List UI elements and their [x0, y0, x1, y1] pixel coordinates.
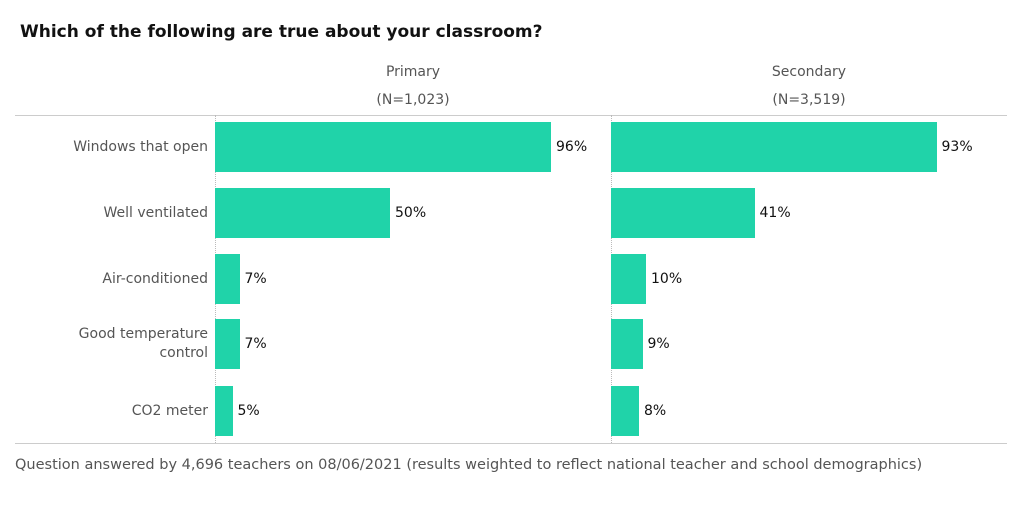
value-label: 41% [759, 205, 791, 221]
category-label: Air-conditioned [102, 270, 208, 287]
value-label: 10% [651, 271, 683, 287]
bar [611, 122, 937, 172]
category-label: Well ventilated [103, 204, 208, 221]
value-label: 7% [244, 271, 267, 287]
value-label: 50% [395, 205, 427, 221]
bar [611, 386, 639, 436]
value-label: 7% [244, 336, 267, 352]
bottom-rule [15, 443, 1007, 444]
bar [215, 122, 551, 172]
category-label: Windows that open [73, 138, 208, 155]
value-label: 9% [647, 336, 670, 352]
bar [215, 254, 240, 304]
bar [611, 319, 643, 369]
value-label: 5% [237, 403, 260, 419]
bar [611, 188, 755, 238]
chart-title: Which of the following are true about yo… [20, 22, 543, 42]
bar [215, 386, 233, 436]
category-label: Good temperature control [78, 326, 208, 361]
category-label: CO2 meter [131, 402, 208, 419]
panel-subtitle: (N=3,519) [772, 92, 846, 108]
bar [215, 319, 240, 369]
panel-title: Primary [385, 64, 441, 80]
bar [215, 188, 390, 238]
value-label: 93% [941, 139, 973, 155]
panel-title: Secondary [771, 64, 847, 80]
footnote: Question answered by 4,696 teachers on 0… [15, 457, 923, 473]
value-label: 96% [556, 139, 588, 155]
header-rule [15, 115, 1007, 116]
value-label: 8% [644, 403, 667, 419]
panel-subtitle: (N=1,023) [376, 92, 450, 108]
bar [611, 254, 646, 304]
